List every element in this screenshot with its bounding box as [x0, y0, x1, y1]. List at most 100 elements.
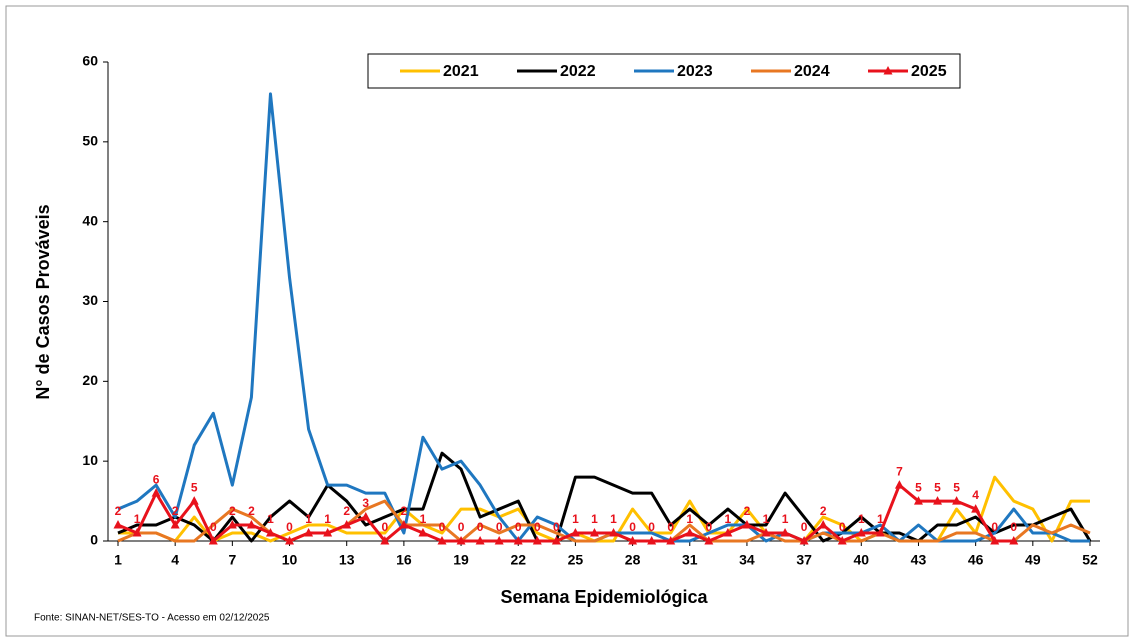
point-marker	[894, 480, 904, 489]
point-marker	[189, 496, 199, 505]
legend-label: 2022	[560, 63, 596, 80]
data-label: 1	[782, 512, 789, 526]
data-label: 0	[458, 520, 465, 534]
point-marker	[227, 520, 237, 529]
data-label: 2	[343, 504, 350, 518]
legend-marker	[883, 66, 893, 75]
data-label: 1	[725, 512, 732, 526]
data-label: 0	[1010, 520, 1017, 534]
data-label: 1	[267, 512, 274, 526]
point-marker	[780, 528, 790, 537]
point-marker	[513, 536, 523, 545]
data-label: 0	[381, 520, 388, 534]
data-label: 0	[629, 520, 636, 534]
point-marker	[494, 536, 504, 545]
point-marker	[475, 536, 485, 545]
x-tick-label: 22	[510, 552, 526, 568]
point-marker	[285, 536, 295, 545]
y-tick-label: 40	[82, 212, 98, 228]
data-label: 1	[420, 512, 427, 526]
y-tick-label: 10	[82, 452, 98, 468]
point-marker	[837, 536, 847, 545]
point-marker	[589, 528, 599, 537]
data-label: 2	[229, 504, 236, 518]
y-tick-label: 50	[82, 133, 98, 149]
y-tick-label: 0	[90, 532, 98, 548]
data-label: 0	[210, 520, 217, 534]
point-marker	[952, 496, 962, 505]
series-line	[117, 483, 1014, 543]
point-marker	[265, 528, 275, 537]
x-tick-label: 10	[282, 552, 298, 568]
x-tick-label: 25	[568, 552, 584, 568]
data-label: 1	[572, 512, 579, 526]
data-label: 0	[553, 520, 560, 534]
y-tick-label: 30	[82, 292, 98, 308]
x-tick-label: 16	[396, 552, 412, 568]
data-label: 0	[801, 520, 808, 534]
x-tick-label: 19	[453, 552, 469, 568]
source-note: Fonte: SINAN-NET/SES-TO - Acesso em 02/1…	[34, 613, 270, 624]
data-label: 1	[305, 512, 312, 526]
point-marker	[551, 536, 561, 545]
x-tick-label: 34	[739, 552, 755, 568]
data-label: 5	[953, 480, 960, 494]
point-marker	[704, 536, 714, 545]
data-label: 6	[153, 472, 160, 486]
x-tick-label: 49	[1025, 552, 1041, 568]
x-tick-label: 4	[171, 552, 179, 568]
data-label: 0	[286, 520, 293, 534]
data-label: 1	[134, 512, 141, 526]
point-marker	[990, 536, 1000, 545]
point-marker	[799, 536, 809, 545]
data-label: 3	[362, 496, 369, 510]
x-tick-label: 37	[796, 552, 812, 568]
x-tick-label: 52	[1082, 552, 1098, 568]
point-marker	[151, 488, 161, 497]
point-marker	[456, 536, 466, 545]
data-label: 1	[686, 512, 693, 526]
point-marker	[246, 520, 256, 529]
data-label: 2	[172, 504, 179, 518]
data-label: 5	[915, 480, 922, 494]
x-tick-label: 28	[625, 552, 641, 568]
data-label: 0	[439, 520, 446, 534]
data-label: 2	[744, 504, 751, 518]
data-label: 0	[839, 520, 846, 534]
data-label: 5	[934, 480, 941, 494]
legend-label: 2023	[677, 63, 713, 80]
data-label: 0	[667, 520, 674, 534]
x-tick-label: 1	[114, 552, 122, 568]
data-label: 5	[191, 480, 198, 494]
point-marker	[856, 528, 866, 537]
point-marker	[1009, 536, 1019, 545]
data-label: 1	[610, 512, 617, 526]
point-marker	[971, 504, 981, 513]
data-label: 1	[763, 512, 770, 526]
point-marker	[437, 536, 447, 545]
point-marker	[304, 528, 314, 537]
data-label: 2	[115, 504, 122, 518]
data-label: 0	[477, 520, 484, 534]
data-label: 0	[991, 520, 998, 534]
y-tick-label: 60	[82, 53, 98, 69]
point-marker	[685, 528, 695, 537]
data-label: 0	[496, 520, 503, 534]
data-label: 1	[591, 512, 598, 526]
point-marker	[913, 496, 923, 505]
point-marker	[570, 528, 580, 537]
point-marker	[875, 528, 885, 537]
data-label: 7	[896, 464, 903, 478]
point-marker	[323, 528, 333, 537]
point-marker	[418, 528, 428, 537]
data-label: 2	[820, 504, 827, 518]
point-marker	[532, 536, 542, 545]
point-marker	[818, 520, 828, 529]
data-label: 0	[705, 520, 712, 534]
data-label: 1	[858, 512, 865, 526]
x-axis-title: Semana Epidemiológica	[500, 587, 708, 607]
point-marker	[208, 536, 218, 545]
point-marker	[628, 536, 638, 545]
point-marker	[761, 528, 771, 537]
